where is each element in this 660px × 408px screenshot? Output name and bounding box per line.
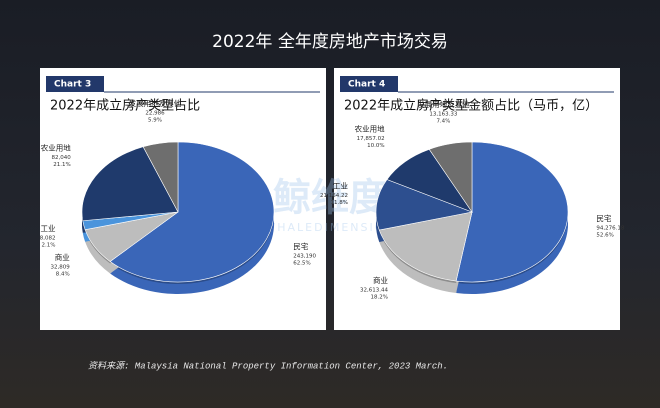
slice-label: 工业 — [333, 181, 348, 191]
slice-label: 民宅 — [293, 241, 308, 251]
slice-percent: 18.2% — [371, 294, 388, 300]
slide-title: 2022年 全年度房地产市场交易 — [212, 32, 448, 52]
slice — [378, 211, 473, 282]
slice-value: 82,040 — [52, 155, 72, 161]
slice-percent: 62.5% — [293, 261, 310, 267]
slice-label: 发展用地及其他 — [129, 98, 182, 108]
slice-value: 13,163.33 — [429, 112, 457, 118]
slice-percent: 5.9% — [148, 118, 162, 124]
slice-value: 22,986 — [145, 111, 165, 117]
slice-value: 8,082 — [40, 235, 56, 241]
slice-value: 32,613.44 — [360, 287, 388, 293]
chart-title: 2022年成立房产类型占比 — [50, 98, 200, 114]
slice-percent: 21.1% — [53, 162, 70, 168]
slice — [81, 146, 179, 222]
slice-label: 工业 — [40, 223, 55, 233]
slice-percent: 11.8% — [330, 200, 347, 206]
slice-label: 商业 — [55, 252, 70, 262]
chart-tag-text: Chart 3 — [54, 80, 91, 90]
slice — [455, 141, 569, 283]
slice-label: 商业 — [373, 275, 388, 285]
slice-percent: 52.6% — [596, 232, 613, 238]
watermark: 鲸维度 — [273, 176, 387, 220]
slice-label: 民宅 — [596, 213, 611, 223]
chart-tag — [340, 76, 398, 92]
slice — [428, 141, 473, 213]
source: 资料来源: Malaysia National Property Informa… — [88, 360, 448, 371]
chart-tag-text: Chart 4 — [348, 80, 385, 90]
slice — [142, 141, 179, 213]
slice-label: 发展用地及其他 — [417, 99, 470, 109]
slice — [109, 141, 275, 283]
slice-percent: 10.0% — [367, 143, 384, 149]
slice-value: 21,164.22 — [320, 193, 348, 199]
slice-percent: 2.1% — [41, 242, 55, 248]
slice-value: 17,857.02 — [357, 136, 385, 142]
slice-value: 32,809 — [50, 264, 70, 270]
slice-value: 94,276.18 — [596, 225, 624, 231]
slice — [375, 179, 474, 231]
slice-value: 243,190 — [293, 254, 316, 260]
slice-label: 农业用地 — [41, 143, 71, 153]
slice-label: 农业用地 — [355, 123, 385, 133]
chart-title: 2022年成立房产类型金额占比（马币，亿） — [344, 98, 598, 114]
slice-percent: 7.4% — [436, 119, 450, 125]
slice-percent: 8.4% — [56, 271, 70, 277]
watermark-sub: WHALEDIMENSION — [264, 221, 395, 234]
chart-tag — [46, 76, 104, 92]
